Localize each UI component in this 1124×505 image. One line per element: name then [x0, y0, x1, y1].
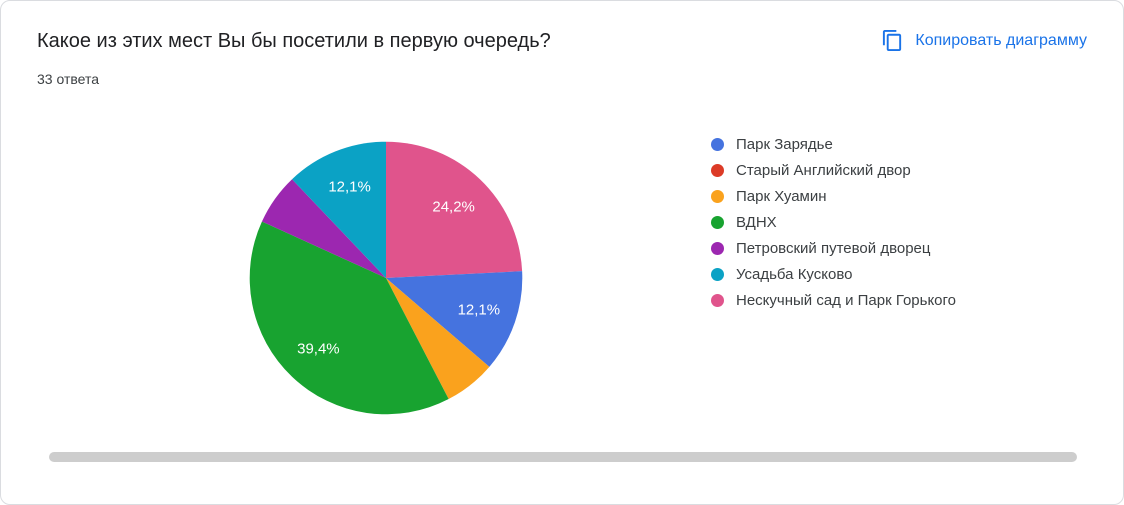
legend-label: ВДНХ — [736, 213, 777, 231]
legend-item: ВДНХ — [711, 209, 956, 235]
copy-chart-label: Копировать диаграмму — [915, 31, 1087, 49]
legend-color-dot — [711, 241, 724, 255]
slice-percent-label: 24,2% — [432, 198, 474, 215]
chart-area: 24,2% 12,1% 39,4% 12,1% Парк Зарядье Старый … — [241, 133, 1087, 423]
copy-icon — [881, 29, 904, 52]
legend-label: Нескучный сад и Парк Горького — [736, 291, 957, 309]
slice-percent-label: 39,4% — [297, 341, 339, 358]
card-header: Какое из этих мест Вы бы посетили в перв… — [37, 27, 1087, 55]
chart-legend: Парк Зарядье Старый Английский двор Парк Х… — [711, 131, 956, 313]
legend-color-dot — [711, 215, 724, 229]
slice-percent-label: 12,1% — [458, 301, 500, 318]
question-title: Какое из этих мест Вы бы посетили в перв… — [37, 30, 551, 52]
legend-color-dot — [711, 189, 724, 203]
legend-item: Усадьба Кусково — [711, 261, 956, 287]
legend-item: Парк Зарядье — [711, 131, 956, 157]
pie-slice[interactable] — [249, 221, 449, 415]
legend-item: Старый Английский двор — [711, 157, 956, 183]
slice-percent-label: 12,1% — [328, 178, 370, 195]
legend-item: Нескучный сад и Парк Горького — [711, 287, 956, 313]
legend-item: Парк Хуамин — [711, 183, 956, 209]
scrollbar-thumb[interactable] — [49, 452, 1077, 462]
legend-color-dot — [711, 163, 724, 177]
legend-label: Петровский путевой дворец — [736, 239, 931, 257]
pie-slice[interactable] — [386, 141, 523, 278]
copy-chart-button[interactable]: Копировать диаграмму — [881, 27, 1087, 52]
pie-slice[interactable] — [386, 278, 490, 400]
pie-slice[interactable] — [386, 271, 523, 367]
legend-label: Парк Зарядье — [736, 135, 833, 153]
legend-label: Старый Английский двор — [736, 161, 911, 179]
pie-slice[interactable] — [261, 179, 386, 278]
horizontal-scrollbar[interactable] — [49, 452, 1077, 462]
legend-color-dot — [711, 137, 724, 151]
legend-label: Парк Хуамин — [736, 187, 827, 205]
legend-color-dot — [711, 267, 724, 281]
legend-item: Петровский путевой дворец — [711, 235, 956, 261]
pie-slice[interactable] — [292, 141, 386, 278]
legend-color-dot — [711, 293, 724, 307]
pie-chart: 24,2% 12,1% 39,4% 12,1% — [249, 141, 523, 415]
response-count: 33 ответа — [37, 71, 99, 87]
legend-label: Усадьба Кусково — [736, 265, 853, 283]
